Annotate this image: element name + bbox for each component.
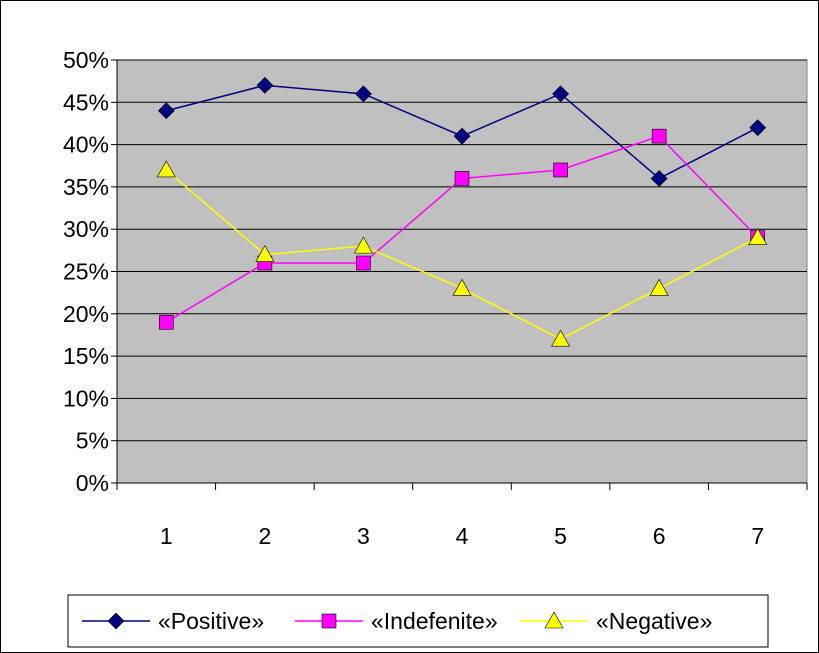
data-point-marker <box>551 329 571 347</box>
x-tick-label: 1 <box>160 523 173 549</box>
legend: «Positive» «Indefenite» «Negative» <box>67 594 769 648</box>
legend-label: «Positive» <box>158 608 264 634</box>
x-tick-label: 3 <box>357 523 370 549</box>
data-point-marker <box>157 102 175 120</box>
legend-label: «Negative» <box>596 608 712 634</box>
y-tick-label: 50% <box>63 47 109 73</box>
data-point-marker <box>651 128 667 144</box>
y-tick-label: 30% <box>63 216 109 242</box>
series-markers <box>156 76 768 347</box>
y-tick-label: 20% <box>63 301 109 327</box>
data-point-marker <box>552 85 569 103</box>
y-tick-label: 25% <box>63 259 109 285</box>
y-tick-label: 45% <box>63 89 109 115</box>
data-point-marker <box>452 278 472 296</box>
x-tick-label: 6 <box>653 523 666 549</box>
axes <box>111 59 808 490</box>
data-point-marker <box>749 119 767 137</box>
y-tick-label: 15% <box>63 343 109 369</box>
x-axis-tick-labels: 1 2 3 4 5 6 7 <box>160 523 764 549</box>
data-point-marker <box>453 127 471 145</box>
data-point-marker <box>255 244 275 262</box>
y-tick-label: 5% <box>76 428 109 454</box>
data-point-marker <box>748 228 768 245</box>
legend-marker <box>321 613 337 629</box>
legend-box <box>67 594 769 648</box>
y-tick-label: 40% <box>63 132 109 158</box>
data-point-marker <box>356 255 371 271</box>
x-tick-label: 2 <box>258 523 271 549</box>
data-point-marker <box>156 160 176 178</box>
legend-label: «Indefenite» <box>371 608 498 634</box>
data-point-marker <box>158 314 174 330</box>
data-point-marker <box>454 171 470 186</box>
y-axis-tick-labels: 0% 5% 10% 15% 20% 25% 30% 35% 40% 45% 50% <box>63 47 109 496</box>
data-point-marker <box>355 85 372 103</box>
data-point-marker <box>649 278 669 296</box>
x-tick-label: 7 <box>751 523 764 549</box>
x-tick-label: 4 <box>456 523 469 549</box>
y-tick-label: 10% <box>63 385 109 411</box>
data-point-marker <box>650 170 668 187</box>
data-point-marker <box>256 76 274 94</box>
data-point-marker <box>553 162 568 178</box>
legend-marker <box>544 611 564 629</box>
y-tick-label: 35% <box>63 174 109 200</box>
y-tick-label: 0% <box>76 470 109 496</box>
legend-marker <box>107 612 125 630</box>
x-tick-label: 5 <box>554 523 567 549</box>
data-point-marker <box>353 236 373 254</box>
